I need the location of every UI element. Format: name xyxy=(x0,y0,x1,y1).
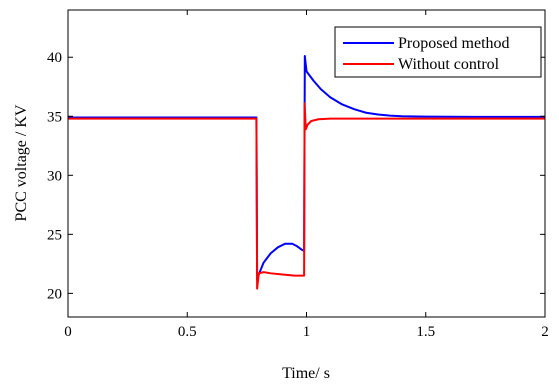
y-tick-labels: 20 25 30 35 40 xyxy=(47,50,62,302)
y-tick-label: 20 xyxy=(47,286,62,302)
y-tick-label: 25 xyxy=(47,227,62,243)
legend: Proposed method Without control xyxy=(334,26,542,78)
x-tick-labels: 0 0.5 1 1.5 2 xyxy=(64,324,549,340)
y-tick-label: 40 xyxy=(47,50,62,66)
legend-box xyxy=(334,26,542,78)
x-tick-label: 2 xyxy=(541,324,549,340)
series-line-1 xyxy=(68,102,545,290)
x-tick-label: 1 xyxy=(303,324,311,340)
series-line-0 xyxy=(68,55,545,281)
x-tick-label: 0 xyxy=(64,324,72,340)
y-tick-label: 30 xyxy=(47,168,62,184)
y-axis-title: PCC voltage / KV xyxy=(13,104,30,221)
axis-ticks xyxy=(67,10,546,317)
x-tick-label: 1.5 xyxy=(416,324,435,340)
y-tick-label: 35 xyxy=(47,109,62,125)
plot-lines xyxy=(68,55,545,290)
x-tick-label: 0.5 xyxy=(178,324,197,340)
legend-label-without-control: Without control xyxy=(398,56,500,73)
legend-label-proposed: Proposed method xyxy=(398,35,510,52)
x-axis-title: Time/ s xyxy=(282,365,330,382)
